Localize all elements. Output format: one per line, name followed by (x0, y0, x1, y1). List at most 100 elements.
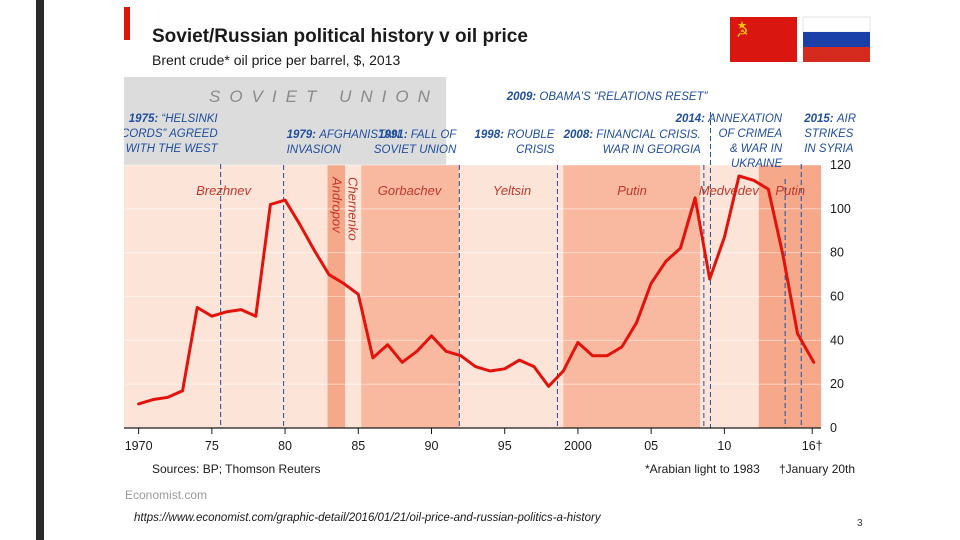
event-label-line: WITH THE WEST (126, 143, 219, 155)
event-text: OBAMA’S “RELATIONS RESET” (539, 91, 708, 103)
data-point-1998 (547, 385, 550, 388)
event-label-line: UKRAINE (731, 158, 782, 170)
data-point-2011 (737, 174, 741, 178)
data-point-2007 (679, 247, 682, 250)
data-point-1994 (488, 369, 492, 373)
data-point-1974 (196, 306, 199, 309)
data-point-1987 (386, 343, 389, 346)
data-point-2001 (591, 354, 594, 357)
data-point-2004 (635, 321, 638, 324)
data-point-1988 (401, 361, 404, 364)
footnote-january-20th: †January 20th (779, 462, 855, 476)
data-point-2016.1 (812, 361, 815, 364)
data-point-1991 (444, 350, 448, 353)
event-label-7: 2015: AIR STRIKES IN SYRIA (803, 113, 856, 155)
event-label-1: 1979: AFGHANISTAN INVASION (287, 129, 401, 156)
source-url: https://www.economist.com/graphic-detail… (134, 512, 601, 524)
event-label-line: 1979: AFGHANISTAN (287, 129, 401, 141)
x-tick-label-75: 75 (205, 439, 219, 453)
y-tick-label-60: 60 (830, 290, 844, 304)
data-point-1980 (283, 198, 287, 202)
event-label-line: & WAR IN (730, 143, 783, 155)
data-point-2012 (752, 179, 755, 182)
data-point-1997 (532, 365, 536, 368)
event-marker-layer: 1975: “HELSINKI ACCORDS” AGREED WITH THE W… (104, 91, 856, 428)
leader-label-putin: Putin (617, 183, 647, 198)
chart-title: Soviet/Russian political history v oil p… (152, 26, 528, 47)
data-point-1970 (137, 402, 140, 406)
data-point-2010 (723, 236, 726, 239)
soviet-union-band-layer: SOVIET UNION (124, 77, 447, 165)
chart-panel: SOVIET UNION 1975: “HELSINKI ACCORDS” AGR… (104, 7, 882, 507)
event-year: 1991: (378, 129, 411, 141)
leader-label-brezhnev: Brezhnev (196, 183, 252, 198)
event-label-4: 2008: FINANCIAL CRISIS. WAR IN GEORGIA (563, 129, 702, 156)
sources-note: Sources: BP; Thomson Reuters (152, 462, 321, 476)
data-point-1977 (239, 308, 243, 311)
event-label-5: 2009: OBAMA’S “RELATIONS RESET” (506, 91, 709, 103)
axis-layer: 1970 75 80 85 90 95 2000 05 10 16† 0 20 40 60 80 100 120 (124, 158, 851, 453)
data-point-1996 (518, 358, 521, 362)
y-tick-label-0: 0 (830, 421, 837, 435)
y-tick-label-120: 120 (830, 158, 851, 172)
data-point-1999 (562, 369, 565, 373)
leader-label-andropov: Andropov (329, 176, 344, 234)
event-year: 2009: (506, 91, 540, 103)
event-label-3: 1998: ROUBLE CRISIS (475, 129, 555, 156)
x-tick-label-85: 85 (351, 439, 365, 453)
data-point-2013 (767, 187, 770, 191)
data-point-1978 (254, 315, 257, 318)
event-text: AIR (836, 113, 856, 125)
event-label-line: IN SYRIA (804, 143, 854, 155)
data-point-2006 (664, 260, 667, 263)
event-label-line: 2015: AIR (803, 113, 856, 125)
slide-sidebar (0, 0, 44, 540)
event-label-line: 2009: OBAMA’S “RELATIONS RESET” (506, 91, 709, 103)
event-text: ROUBLE (507, 129, 555, 141)
leader-label-medvedev: Medvedev (699, 183, 760, 198)
data-point-2002 (606, 354, 609, 357)
event-label-6: 2014: ANNEXATION OF CRIMEA & WAR IN UKRAINE (675, 113, 783, 170)
soviet-union-band (124, 77, 447, 165)
sidebar-dark-bar (36, 0, 44, 540)
data-point-1981 (298, 222, 301, 226)
data-point-1972 (166, 396, 170, 399)
data-point-1990 (430, 334, 433, 338)
x-tick-label-2000: 2000 (564, 439, 592, 453)
data-point-2009 (708, 277, 711, 281)
data-point-1979 (269, 203, 272, 206)
leader-label-yeltsin: Yeltsin (493, 183, 531, 198)
event-text: “HELSINKI (161, 113, 218, 125)
data-point-1985 (357, 293, 360, 296)
leader-label-chernenko: Chernenko (345, 177, 360, 241)
data-point-1989 (415, 350, 419, 353)
event-text: FALL OF (411, 129, 458, 141)
soviet-union-label: SOVIET UNION (209, 87, 439, 106)
y-tick-label-80: 80 (830, 246, 844, 260)
x-tick-label-05: 05 (644, 439, 658, 453)
gridline-layer (124, 164, 821, 385)
data-point-1983 (327, 273, 331, 276)
oil-price-chart: SOVIET UNION 1975: “HELSINKI ACCORDS” AGR… (104, 16, 871, 502)
data-point-1993 (474, 365, 477, 368)
x-tick-label-80: 80 (278, 439, 292, 453)
event-year: 1975: (129, 113, 162, 125)
leader-label-gorbachev: Gorbachev (378, 183, 443, 198)
data-point-2015 (796, 332, 799, 335)
data-point-1976 (225, 310, 228, 314)
data-point-1975 (210, 315, 214, 318)
soviet-flag-icon: ☭ (730, 17, 797, 62)
data-point-1984 (342, 282, 345, 285)
event-text: ANNEXATION (707, 113, 783, 125)
y-tick-label-100: 100 (830, 202, 851, 216)
event-text: FINANCIAL CRISIS. (596, 129, 701, 141)
data-point-2000 (576, 341, 580, 344)
data-point-1973 (181, 389, 184, 392)
leader-label-layer: Brezhnev Andropov Chernenko Gorbachev Yeltsi… (196, 176, 805, 241)
event-label-line: OF CRIMEA (718, 128, 782, 140)
event-label-line: INVASION (287, 144, 342, 156)
data-point-1995 (503, 367, 506, 371)
event-label-line: 1991: FALL OF (378, 129, 457, 141)
x-tick-label-10: 10 (717, 439, 731, 453)
footnote-arabian-light: *Arabian light to 1983 (645, 462, 760, 476)
